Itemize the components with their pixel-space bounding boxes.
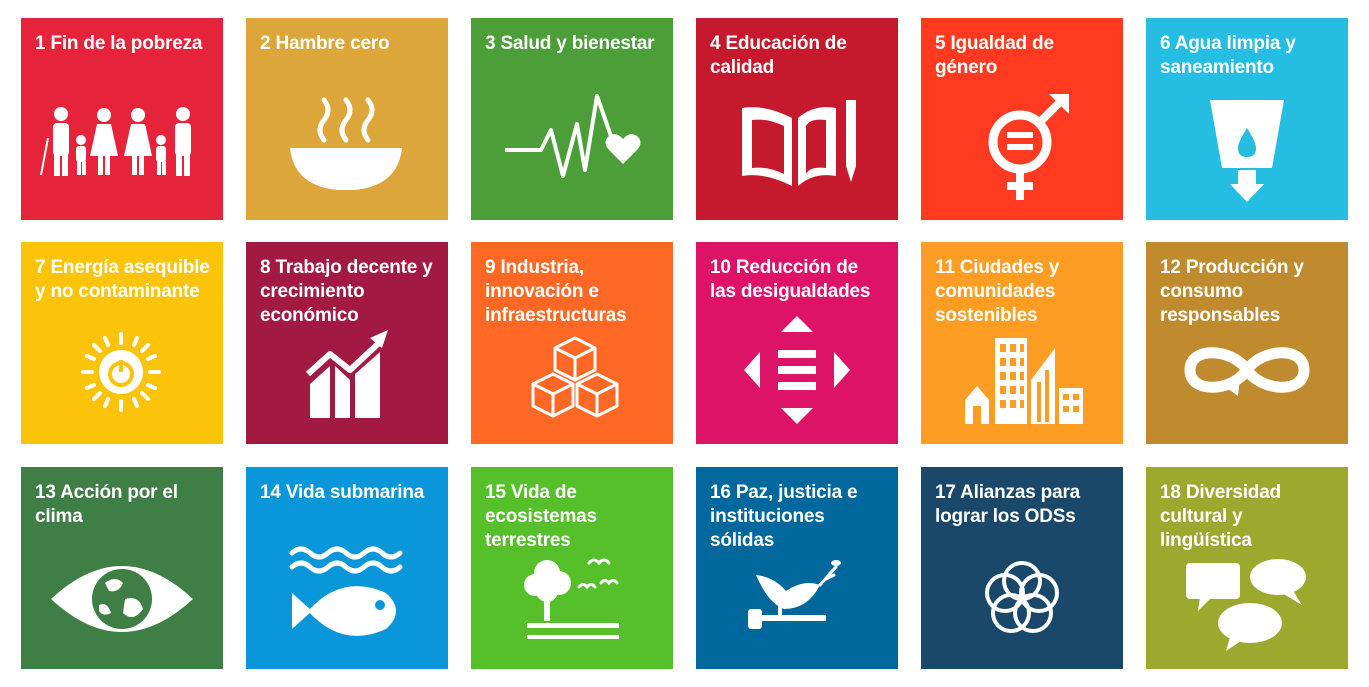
dove-gavel-icon (748, 560, 841, 629)
book-pencil-icon (742, 100, 856, 186)
tree-birds-icon (524, 558, 619, 639)
tile-8[interactable]: 8 Trabajo decente y crecimiento económic… (246, 242, 448, 444)
tile-14-label: 14 Vida submarina (260, 482, 425, 503)
cubes-icon (531, 336, 619, 418)
tile-7-label: 7 Energía asequible y no contaminante (35, 257, 210, 302)
tile-7[interactable]: 7 Energía asequible y no contaminante (21, 242, 223, 444)
tile-18[interactable]: 18 Diversidad cultural y lingüística (1146, 467, 1348, 669)
tile-1[interactable]: 1 Fin de la pobreza (21, 18, 223, 220)
tile-10-label: 10 Reducción de las desigualdades (710, 257, 871, 302)
tile-9[interactable]: 9 Industria, innovación e infraestructur… (471, 242, 673, 444)
rings-icon (985, 561, 1059, 633)
tile-2[interactable]: 2 Hambre cero (246, 18, 448, 220)
heartbeat-icon (505, 94, 641, 178)
tile-13-label: 13 Acción por el clima (35, 482, 178, 527)
tile-15-label: 15 Vida de ecosistemas terrestres (485, 482, 597, 551)
growth-chart-icon (305, 330, 388, 418)
tile-17[interactable]: 17 Alianzas para lograr los ODSs (921, 467, 1123, 669)
speech-bubbles-icon (1186, 559, 1306, 651)
tile-11[interactable]: 11 Ciudades y comunidades sostenibles (921, 242, 1123, 444)
tile-14[interactable]: 14 Vida submarina (246, 467, 448, 669)
tile-15[interactable]: 15 Vida de ecosistemas terrestres (471, 467, 673, 669)
gender-equality-icon (988, 94, 1069, 200)
tile-10[interactable]: 10 Reducción de las desigualdades (696, 242, 898, 444)
infinity-icon (1184, 347, 1310, 396)
family-icon (40, 107, 191, 176)
equal-arrows-icon (744, 316, 850, 424)
tile-13[interactable]: 13 Acción por el clima (21, 467, 223, 669)
tile-9-label: 9 Industria, innovación e infraestructur… (485, 257, 627, 326)
tile-12[interactable]: 12 Producción y consumo responsables (1146, 242, 1348, 444)
tile-11-label: 11 Ciudades y comunidades sostenibles (935, 257, 1060, 326)
tile-8-label: 8 Trabajo decente y crecimiento económic… (260, 257, 433, 326)
tile-3-label: 3 Salud y bienestar (485, 33, 655, 54)
tile-16[interactable]: 16 Paz, justicia e instituciones sólidas (696, 467, 898, 669)
tile-16-label: 16 Paz, justicia e instituciones sólidas (710, 482, 858, 551)
tile-12-label: 12 Producción y consumo responsables (1160, 257, 1304, 326)
tile-5-label: 5 Igualdad de género (935, 33, 1054, 78)
water-glass-icon (1210, 100, 1284, 202)
sun-power-icon (81, 332, 161, 412)
tile-4-label: 4 Educación de calidad (710, 33, 847, 78)
bowl-icon (290, 97, 402, 190)
tile-3[interactable]: 3 Salud y bienestar (471, 18, 673, 220)
tile-6-label: 6 Agua limpia y saneamiento (1160, 33, 1296, 78)
fish-waves-icon (289, 546, 403, 636)
tile-18-label: 18 Diversidad cultural y lingüística (1160, 482, 1281, 551)
tile-2-label: 2 Hambre cero (260, 33, 390, 54)
eye-earth-icon (51, 566, 193, 632)
city-icon (965, 338, 1083, 424)
tile-5[interactable]: 5 Igualdad de género (921, 18, 1123, 220)
tile-4[interactable]: 4 Educación de calidad (696, 18, 898, 220)
tile-17-label: 17 Alianzas para lograr los ODSs (935, 482, 1081, 527)
tile-1-label: 1 Fin de la pobreza (35, 33, 203, 54)
tile-6[interactable]: 6 Agua limpia y saneamiento (1146, 18, 1348, 220)
